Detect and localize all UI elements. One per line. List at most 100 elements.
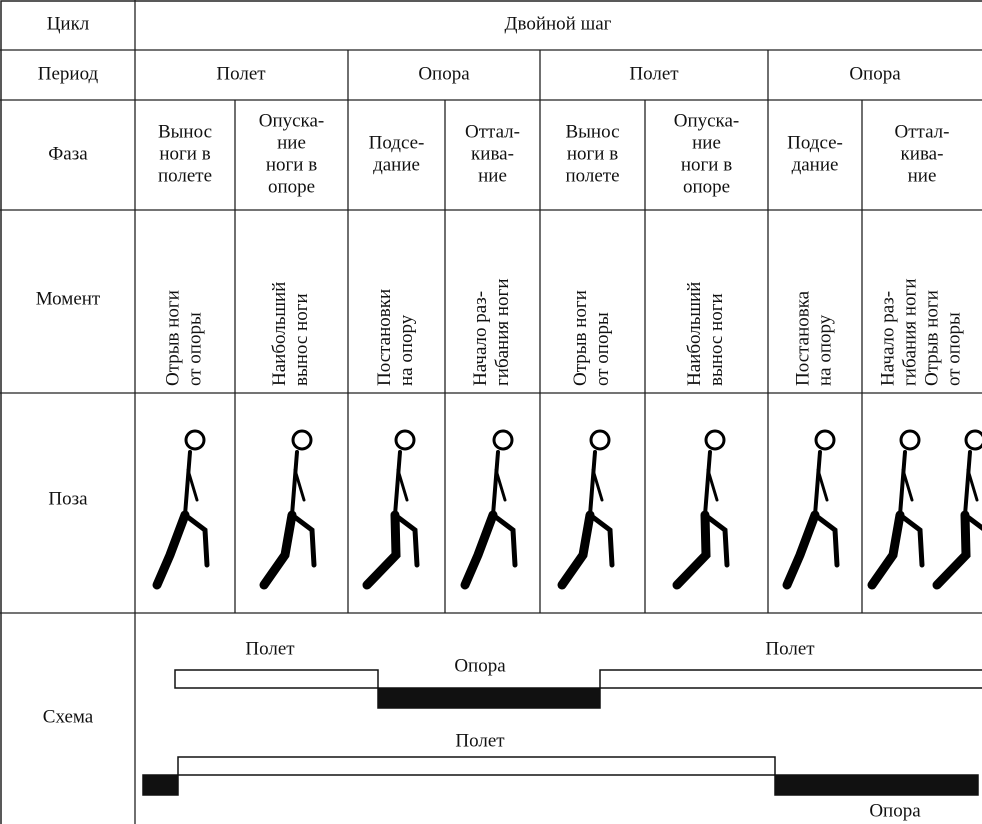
row-header: Схема: [43, 706, 94, 727]
figure-arm: [293, 468, 306, 502]
phase-label: ноги в: [266, 154, 317, 175]
figure-leg: [289, 512, 317, 568]
phase-label: ноги в: [681, 154, 732, 175]
figure-arm: [901, 468, 914, 502]
period-label: Полет: [629, 63, 679, 84]
figure: [460, 429, 518, 590]
phase-label: опоре: [683, 176, 730, 197]
row-header: Поза: [48, 488, 88, 509]
figure-head: [814, 429, 836, 451]
figure-arm: [591, 468, 604, 502]
moment-label: гибания ноги: [492, 278, 513, 386]
figure-leg: [702, 512, 730, 568]
figure-arm: [966, 468, 979, 502]
figure-leg: [362, 510, 401, 590]
pose-figures: [152, 429, 982, 590]
phase-label: Вынос: [565, 121, 619, 142]
figure-leg: [490, 512, 518, 568]
figure-body: [898, 450, 907, 517]
phase-label: ноги в: [159, 143, 210, 164]
moment-label: Отрыв ноги: [921, 290, 942, 386]
schema-label: Полет: [765, 638, 815, 659]
figure-head: [704, 429, 726, 451]
figure: [672, 429, 730, 590]
figure-body: [703, 450, 712, 517]
phase-label: полете: [565, 165, 619, 186]
moment-label: Начало раз-: [877, 291, 898, 386]
phase-label: кива-: [901, 143, 944, 164]
period-label: Опора: [849, 63, 901, 84]
figure-head: [964, 429, 982, 451]
figure-head: [492, 429, 514, 451]
phase-label: ние: [908, 165, 937, 186]
figure-leg: [782, 510, 820, 590]
figure-leg: [392, 512, 420, 568]
figure-head: [394, 429, 416, 451]
moment-label: Отрыв ноги: [570, 290, 591, 386]
moment-label: Постановки: [374, 289, 395, 386]
moment-label: вынос ноги: [291, 293, 312, 386]
phase-label: Оттал-: [895, 121, 950, 142]
figure-leg: [672, 510, 711, 590]
figure: [932, 429, 982, 590]
phase-label: Вынос: [158, 121, 212, 142]
phase-label: ние: [277, 132, 306, 153]
figure: [782, 429, 840, 590]
figure-head: [184, 429, 206, 451]
moment-label: Начало раз-: [470, 291, 491, 386]
figure: [557, 429, 615, 590]
phase-label: Опуска-: [259, 110, 325, 131]
phase-label: ноги в: [567, 143, 618, 164]
figure-head: [899, 429, 921, 451]
phase-label: Подсе-: [787, 132, 843, 153]
moment-label: от опоры: [592, 312, 613, 386]
figure-leg: [152, 510, 190, 590]
phase-label: кива-: [471, 143, 514, 164]
figure-arm: [186, 468, 199, 502]
phase-label: Опуска-: [674, 110, 740, 131]
figure-head: [589, 429, 611, 451]
moment-label: Отрыв ноги: [162, 290, 183, 386]
moment-label: Наибольший: [269, 282, 290, 386]
phase-label: дание: [373, 154, 420, 175]
moment-label: вынос ноги: [706, 293, 727, 386]
phase-label: Подсе-: [369, 132, 425, 153]
figure-leg: [460, 510, 498, 590]
moment-label: гибания ноги: [899, 278, 920, 386]
period-label: Опора: [418, 63, 470, 84]
figure: [259, 429, 317, 590]
phase-label: дание: [792, 154, 839, 175]
phase-label: ние: [478, 165, 507, 186]
schema-label: Полет: [245, 638, 295, 659]
figure-leg: [587, 512, 615, 568]
figure-leg: [259, 510, 297, 590]
figure-body: [183, 450, 192, 517]
figure-leg: [812, 512, 840, 568]
figure-body: [393, 450, 402, 517]
cycle-label: Двойной шаг: [505, 13, 612, 34]
schema-label: Опора: [869, 800, 921, 821]
row-header: Момент: [36, 288, 101, 309]
moment-label: Постановка: [792, 290, 813, 386]
moment-label: на опору: [396, 314, 417, 386]
row-header: Цикл: [47, 13, 90, 34]
figure-leg: [932, 510, 971, 590]
phase-label: ние: [692, 132, 721, 153]
phase-label: Оттал-: [465, 121, 520, 142]
figure: [152, 429, 210, 590]
phase-label: полете: [158, 165, 212, 186]
figure-leg: [182, 512, 210, 568]
figure-arm: [706, 468, 719, 502]
figure: [867, 429, 925, 590]
phase-label: опоре: [268, 176, 315, 197]
figure-body: [588, 450, 597, 517]
schema-label: Опора: [454, 655, 506, 676]
figure: [362, 429, 420, 590]
row-header: Период: [38, 63, 99, 84]
row-header: Фаза: [48, 143, 88, 164]
figure-head: [291, 429, 313, 451]
figure-leg: [962, 512, 982, 531]
figure-arm: [396, 468, 409, 502]
